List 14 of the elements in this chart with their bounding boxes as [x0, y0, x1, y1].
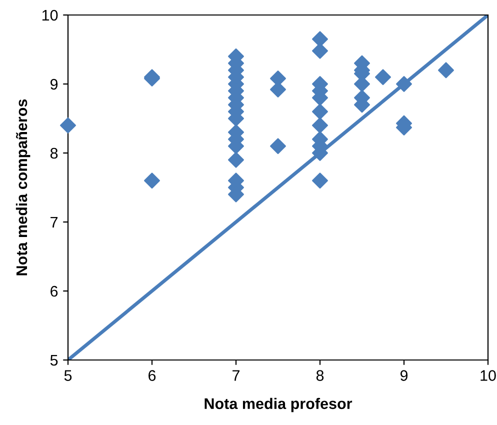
x-tick-label: 9: [400, 370, 408, 381]
y-tick-label: 5: [50, 355, 58, 366]
x-tick-label: 7: [232, 370, 240, 381]
y-axis-title: Nota media compañeros: [16, 99, 30, 276]
y-tick-label: 7: [50, 217, 58, 228]
y-tick-label: 8: [50, 148, 58, 159]
y-tick-label: 10: [42, 10, 58, 21]
y-tick-label: 9: [50, 78, 58, 90]
x-tick-label: 8: [316, 370, 324, 381]
x-tick-label: 10: [480, 370, 496, 381]
x-tick-label: 6: [148, 370, 156, 381]
x-tick-label: 5: [64, 370, 72, 381]
x-axis-title: Nota media profesor: [204, 398, 352, 412]
y-tick-label: 6: [50, 286, 58, 297]
